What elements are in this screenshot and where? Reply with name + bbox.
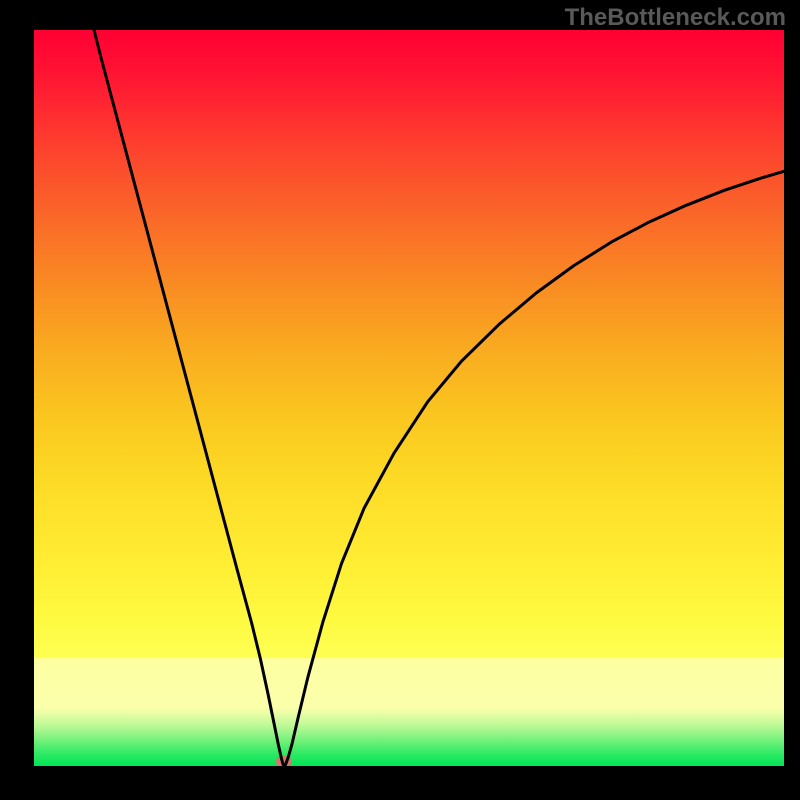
frame-right [784,0,800,800]
frame-left [0,0,34,800]
frame-bottom [0,766,800,800]
bottleneck-chart [34,30,784,766]
chart-background [34,30,784,766]
watermark-text: TheBottleneck.com [565,4,786,32]
chart-svg [34,30,784,766]
